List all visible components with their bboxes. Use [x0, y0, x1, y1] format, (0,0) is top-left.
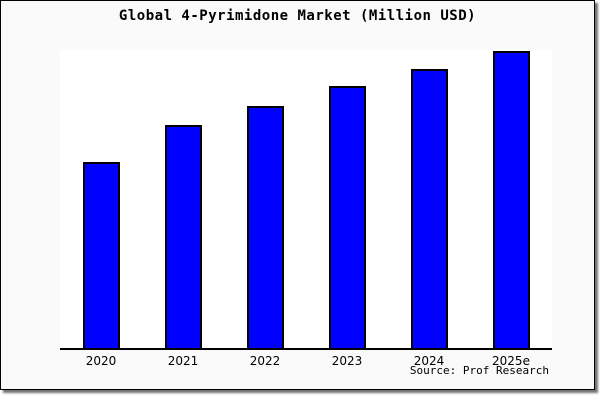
source-note: Source: Prof Research — [409, 364, 549, 377]
bar-2022 — [246, 106, 284, 350]
x-tick-2020: 2020 — [85, 354, 117, 368]
x-tick-2023: 2023 — [331, 354, 363, 368]
bar-2020 — [82, 162, 120, 350]
bar-series — [60, 50, 552, 350]
bar-2023 — [328, 86, 366, 350]
x-tick-2021: 2021 — [167, 354, 199, 368]
x-tick-2024: 2024 — [413, 354, 445, 368]
chart-title: Global 4-Pyrimidone Market (Million USD) — [118, 8, 477, 24]
x-axis-tick-labels: 2020 2021 2022 2023 2024 2025e — [60, 354, 552, 368]
x-axis-line — [60, 348, 552, 350]
x-tick-2025e: 2025e — [492, 354, 530, 368]
plot-area — [60, 50, 552, 350]
bar-2025e — [492, 51, 530, 350]
bar-2021 — [164, 125, 202, 350]
chart-card: Global 4-Pyrimidone Market (Million USD)… — [0, 0, 595, 390]
x-tick-2022: 2022 — [249, 354, 281, 368]
bar-2024 — [410, 69, 448, 350]
